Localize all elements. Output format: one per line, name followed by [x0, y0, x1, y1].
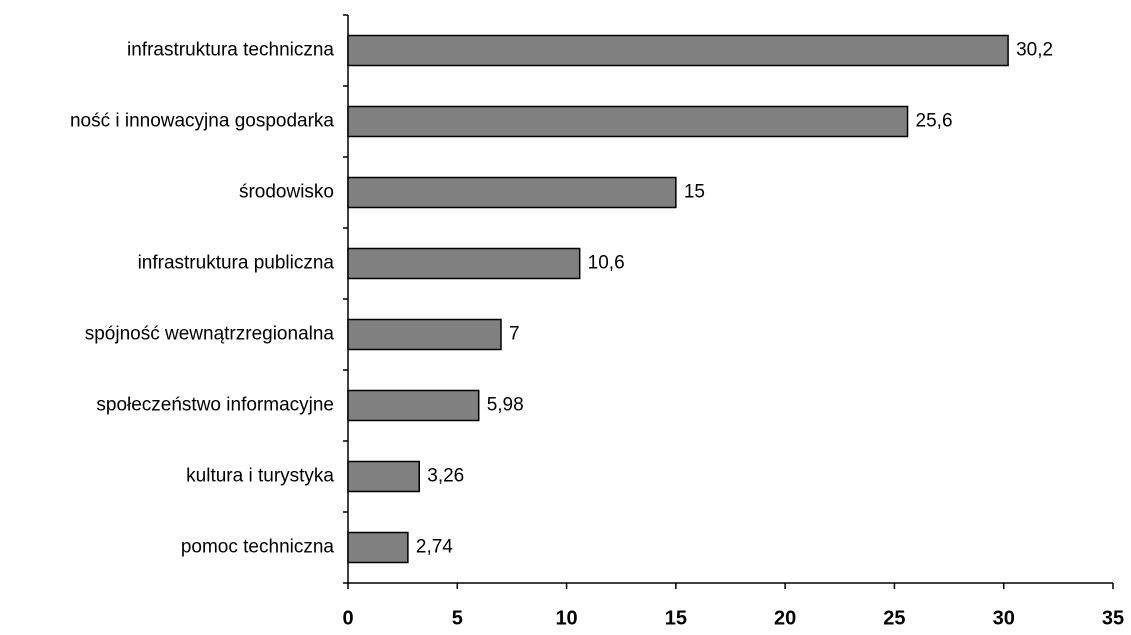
- y-tick-label: spójność wewnątrzregionalna: [85, 324, 335, 345]
- y-tick-label: ność i innowacyjna gospodarka: [70, 111, 334, 132]
- y-tick-label: środowisko: [239, 182, 334, 203]
- y-tick-label: infrastruktura techniczna: [127, 40, 334, 61]
- x-tick-label: 5: [452, 607, 463, 629]
- bar: [347, 176, 677, 209]
- x-tick-label: 15: [665, 607, 687, 629]
- x-tick-label: 0: [342, 607, 353, 629]
- x-tick-label: 20: [774, 607, 796, 629]
- value-label: 10,6: [588, 253, 625, 274]
- bar: [347, 460, 421, 493]
- bar: [347, 318, 502, 351]
- value-label: 2,74: [416, 537, 453, 558]
- y-tick-label: pomoc techniczna: [181, 537, 335, 558]
- value-label: 25,6: [916, 111, 953, 132]
- y-tick-label: kultura i turystyka: [186, 466, 334, 487]
- x-tick-label: 10: [555, 607, 577, 629]
- x-tick-label: 25: [883, 607, 905, 629]
- bar: [347, 389, 480, 422]
- value-label: 15: [684, 182, 705, 203]
- bar: [347, 531, 409, 564]
- bar: [347, 105, 909, 138]
- x-tick-label: 35: [1102, 607, 1124, 629]
- value-label: 30,2: [1016, 40, 1053, 61]
- x-tick-label: 30: [993, 607, 1015, 629]
- y-tick-label: infrastruktura publiczna: [138, 253, 335, 274]
- value-label: 5,98: [487, 395, 524, 416]
- bar: [347, 34, 1009, 67]
- value-label: 7: [509, 324, 520, 345]
- y-tick-label: społeczeństwo informacyjne: [96, 395, 334, 416]
- bar: [347, 247, 581, 280]
- value-label: 3,26: [427, 466, 464, 487]
